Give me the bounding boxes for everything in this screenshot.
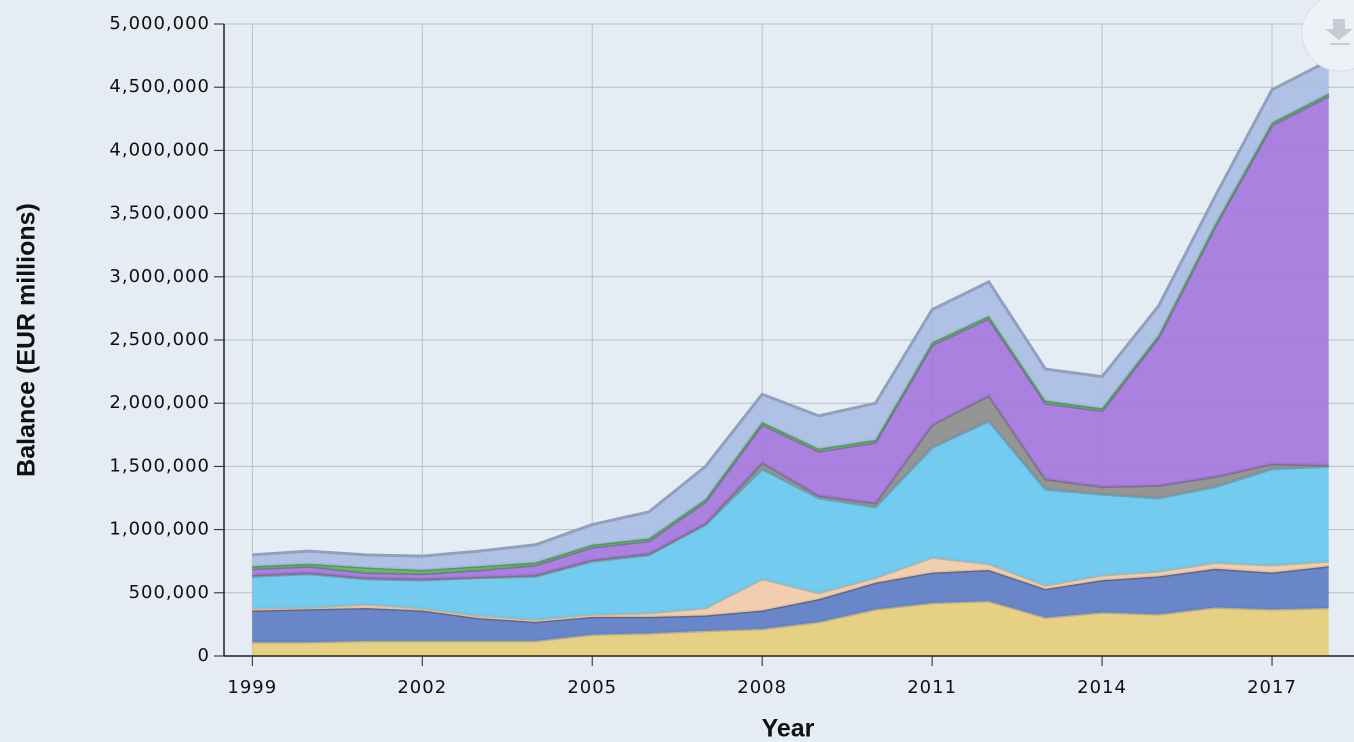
y-tick-label: 4,000,000 [109, 139, 210, 160]
y-tick-label: 0 [198, 645, 210, 666]
area [252, 420, 1329, 620]
x-tick-label: 2011 [907, 677, 957, 698]
y-tick-label: 3,000,000 [109, 266, 210, 287]
plot-area [224, 23, 1354, 657]
download-button[interactable] [1301, 0, 1354, 72]
y-tick-label: 1,500,000 [109, 455, 210, 476]
y-tick-label: 2,500,000 [109, 329, 210, 350]
x-tick-label: 1999 [227, 677, 277, 698]
x-tick-label: 2008 [737, 677, 787, 698]
x-tick-label: 2002 [397, 677, 447, 698]
area [252, 96, 1329, 579]
area [252, 395, 1329, 581]
area [252, 566, 1329, 643]
x-tick-label: 2005 [567, 677, 617, 698]
y-tick-label: 500,000 [129, 582, 210, 603]
area [252, 557, 1329, 622]
x-axis-title: Year [762, 715, 815, 742]
y-tick-label: 1,000,000 [109, 519, 210, 540]
x-tick-label: 2017 [1247, 677, 1297, 698]
y-tick-label: 5,000,000 [109, 13, 210, 34]
area-line [252, 59, 1330, 558]
y-axis-title: Balance (EUR millions) [13, 203, 41, 477]
x-tick-label: 2014 [1077, 677, 1127, 698]
download-circle[interactable] [1301, 0, 1354, 72]
download-icon[interactable] [1325, 19, 1353, 45]
y-tick-label: 3,500,000 [109, 203, 210, 224]
y-tick-label: 2,000,000 [109, 392, 210, 413]
y-tick-label: 4,500,000 [109, 76, 210, 97]
